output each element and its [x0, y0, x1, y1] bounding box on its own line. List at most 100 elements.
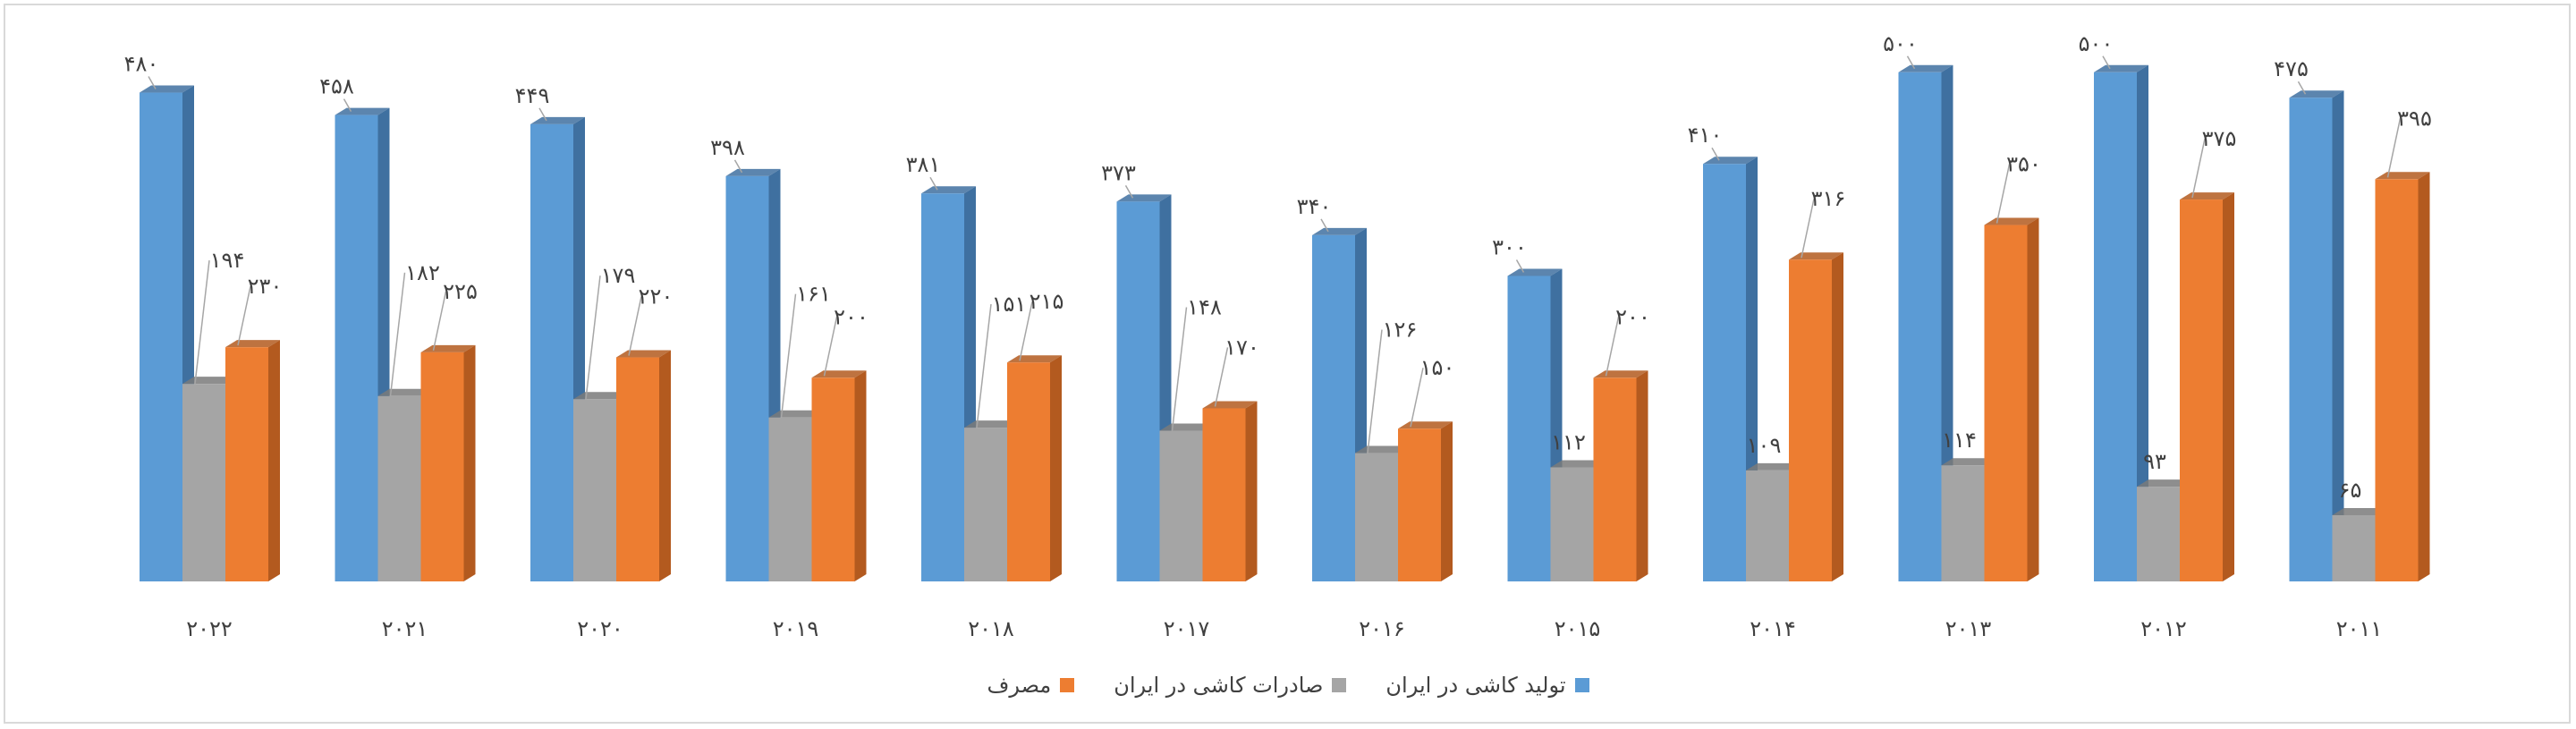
bar-top-production-2018: [921, 186, 976, 194]
bar-top-export-2014: [1746, 462, 1801, 470]
bar-side-consumption-2020: [659, 350, 671, 581]
data-label-production-2022: ۴۸۰: [124, 52, 159, 77]
bar-group-2011: ۴۷۵ ۶۵ ۳۹۵: [2274, 56, 2432, 582]
data-label-consumption-2018: ۲۱۵: [1030, 289, 1064, 314]
legend-swatch-export: [1332, 678, 1347, 692]
bar-group-2018: ۳۸۱ ۱۵۱ ۲۱۵: [906, 152, 1064, 581]
leader-line-export-2022: [194, 260, 210, 385]
bar-side-production-2013: [1941, 64, 1953, 582]
category-label-2019: ۲۰۱۹: [773, 616, 819, 641]
bar-side-consumption-2017: [1245, 401, 1258, 581]
data-label-consumption-2013: ۳۵۰: [2006, 152, 2041, 177]
data-label-production-2012: ۵۰۰: [2079, 31, 2114, 56]
leader-line-production-2014: [1711, 147, 1720, 161]
data-label-export-2021: ۱۸۲: [405, 260, 440, 285]
bar-top-production-2011: [2289, 90, 2344, 98]
data-label-consumption-2021: ۲۲۵: [443, 279, 478, 304]
category-label-2020: ۲۰۲۰: [577, 616, 623, 641]
leader-line-consumption-2012: [2191, 138, 2206, 199]
data-label-consumption-2012: ۳۷۵: [2202, 126, 2237, 151]
bar-export-2018: [964, 428, 1007, 581]
bar-side-consumption-2013: [2027, 217, 2039, 582]
bar-side-production-2012: [2137, 64, 2148, 582]
category-label-2013: ۲۰۱۳: [1945, 616, 1992, 641]
leader-line-export-2018: [976, 304, 992, 428]
leader-line-production-2012: [2102, 55, 2111, 70]
legend: تولید کاشی در ایران صادرات کاشی در ایران…: [0, 673, 2576, 698]
category-label-2012: ۲۰۱۲: [2140, 616, 2187, 641]
bar-consumption-2022: [225, 347, 268, 581]
bar-group-2014: ۴۱۰ ۱۰۹ ۳۱۶: [1688, 123, 1845, 581]
leader-line-production-2020: [538, 107, 547, 122]
bar-export-2013: [1941, 465, 1985, 581]
category-label-2018: ۲۰۱۸: [968, 616, 1014, 641]
leader-line-export-2017: [1171, 307, 1188, 431]
data-label-production-2020: ۴۴۹: [515, 83, 550, 108]
bar-consumption-2021: [420, 352, 464, 581]
data-label-production-2016: ۳۴۰: [1297, 194, 1332, 219]
bar-production-2013: [1898, 72, 1942, 582]
legend-swatch-production: [1574, 678, 1589, 692]
bar-side-consumption-2014: [1832, 252, 1843, 581]
data-label-consumption-2022: ۲۳۰: [248, 274, 283, 299]
bar-consumption-2015: [1593, 377, 1637, 581]
bar-production-2019: [725, 175, 769, 581]
bar-side-consumption-2012: [2223, 192, 2234, 582]
bar-top-export-2013: [1941, 458, 1996, 466]
leader-line-export-2019: [780, 293, 797, 418]
bar-consumption-2019: [811, 377, 855, 581]
bar-production-2012: [2094, 72, 2137, 582]
bar-production-2011: [2289, 97, 2333, 581]
bar-export-2011: [2332, 515, 2376, 581]
leader-line-production-2016: [1320, 218, 1329, 233]
leader-line-export-2016: [1367, 329, 1383, 454]
bar-top-export-2015: [1550, 460, 1606, 468]
bar-side-consumption-2015: [1636, 370, 1648, 581]
bar-production-2021: [335, 114, 378, 582]
data-label-consumption-2019: ۲۰۰: [834, 304, 869, 329]
legend-item-consumption: مصرف: [987, 673, 1075, 698]
legend-item-export: صادرات کاشی در ایران: [1114, 673, 1347, 698]
bar-top-production-2012: [2094, 64, 2148, 72]
data-label-production-2017: ۳۷۳: [1101, 160, 1136, 185]
bar-export-2012: [2137, 487, 2180, 581]
leader-line-production-2022: [148, 76, 157, 89]
data-label-export-2020: ۱۷۹: [601, 263, 636, 288]
bar-group-2013: ۵۰۰ ۱۱۴ ۳۵۰: [1883, 31, 2041, 582]
bar-top-production-2020: [530, 116, 585, 124]
leader-line-consumption-2021: [432, 291, 447, 352]
bar-side-consumption-2022: [268, 340, 280, 581]
bar-top-production-2022: [140, 85, 194, 93]
leader-line-production-2018: [929, 176, 938, 191]
bar-side-consumption-2018: [1050, 355, 1062, 581]
bar-top-production-2021: [335, 107, 390, 115]
data-label-production-2018: ۳۸۱: [906, 152, 941, 177]
bar-group-2012: ۵۰۰ ۹۳ ۳۷۵: [2079, 31, 2237, 582]
bar-production-2015: [1507, 275, 1551, 581]
leader-line-consumption-2016: [1410, 368, 1424, 428]
bar-consumption-2013: [1984, 225, 2028, 582]
bar-production-2017: [1116, 201, 1160, 581]
bar-side-consumption-2011: [2418, 172, 2430, 582]
data-label-consumption-2020: ۲۲۰: [639, 284, 674, 309]
bar-consumption-2017: [1202, 408, 1246, 581]
leader-line-production-2021: [343, 98, 352, 112]
bar-top-production-2015: [1507, 268, 1563, 276]
leader-line-consumption-2013: [1996, 164, 2011, 224]
leader-line-production-2015: [1515, 259, 1525, 273]
category-label-2022: ۲۰۲۲: [186, 616, 233, 641]
legend-swatch-consumption: [1060, 678, 1075, 692]
data-label-production-2013: ۵۰۰: [1883, 31, 1918, 56]
legend-label-consumption: مصرف: [987, 673, 1052, 698]
data-label-production-2011: ۴۷۵: [2274, 56, 2309, 81]
category-label-2015: ۲۰۱۵: [1555, 616, 1601, 641]
category-label-2021: ۲۰۲۱: [382, 616, 428, 641]
leader-line-export-2021: [389, 272, 406, 396]
data-label-consumption-2017: ۱۷۰: [1224, 335, 1259, 360]
category-label-2011: ۲۰۱۱: [2336, 616, 2383, 641]
leader-line-consumption-2020: [628, 296, 642, 356]
data-label-export-2012: ۹۳: [2143, 449, 2166, 474]
